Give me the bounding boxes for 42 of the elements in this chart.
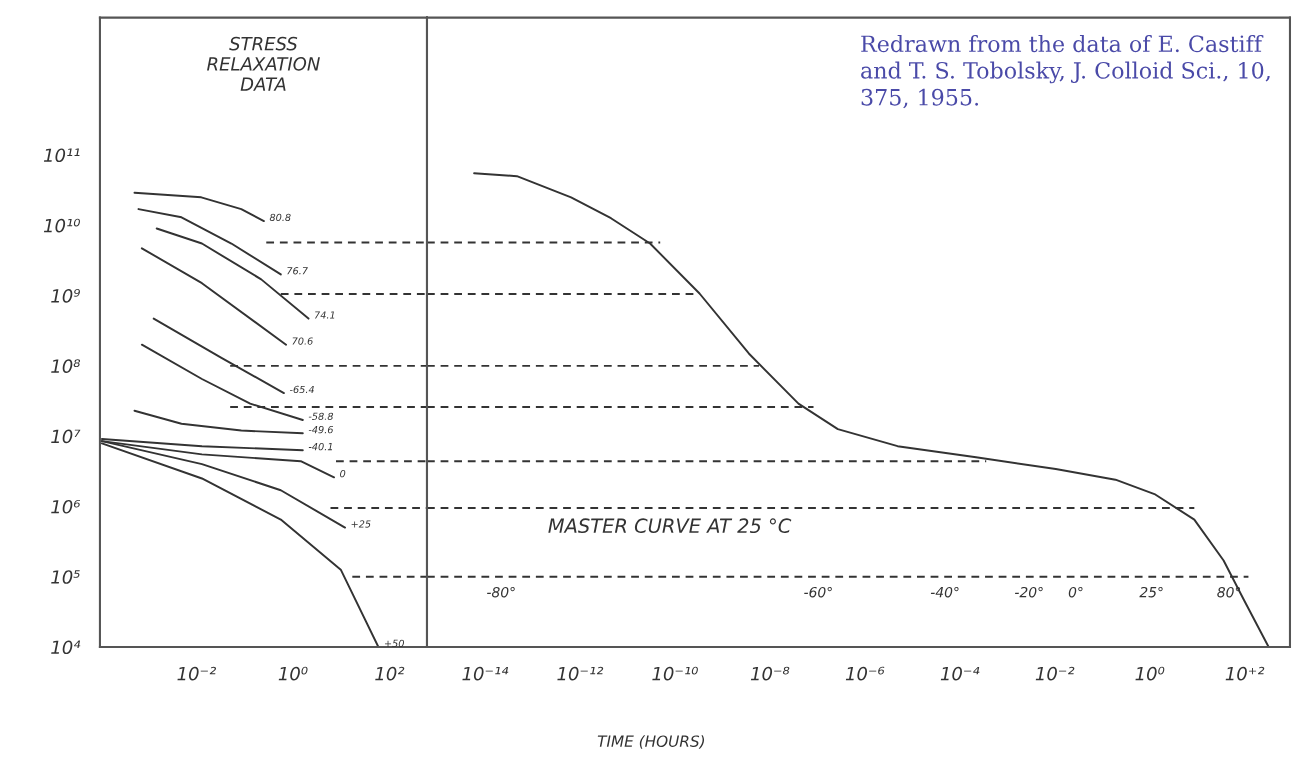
annotation: 0°: [1068, 586, 1083, 598]
x-axis-title: TIME (HOURS): [597, 735, 705, 749]
y-tick-label: 10⁵: [51, 570, 80, 584]
annotation: -80°: [487, 586, 515, 598]
y-tick-label: 10⁸: [51, 359, 81, 373]
series-label: +25: [351, 520, 371, 528]
series-label: -49.6: [308, 425, 334, 434]
y-tick-label: 10⁴: [51, 640, 81, 655]
x-tick-label: 10⁻⁶: [845, 666, 885, 681]
x-tick-label: 10⁻²: [1035, 666, 1075, 681]
series-label: -40.1: [308, 442, 333, 451]
x-tick-label: 10⁻⁴: [940, 666, 980, 681]
annotation: Redrawn from the data of E. Castiff and T. S. Tobolsky, J. Colloid Sci., 10, 375, 1955.: [861, 34, 1270, 109]
y-tick-label: 10¹¹: [43, 148, 80, 163]
y-tick-label: 10⁷: [51, 429, 81, 444]
y-tick-label: 10⁹: [51, 289, 80, 303]
y-tick-label: 10¹⁰: [43, 218, 81, 233]
series-label: -65.4: [289, 385, 314, 394]
x-tick-label: 10⁻⁸: [750, 666, 790, 681]
series-label: +50: [384, 639, 404, 648]
series-label: 76.7: [287, 267, 308, 275]
x-tick-label: 10⁺²: [1225, 666, 1265, 681]
x-tick-label: 10⁰: [1135, 666, 1165, 681]
series-label: -58.8: [308, 412, 334, 420]
annotation: -40°: [930, 586, 959, 598]
annotation: 25°: [1139, 586, 1163, 598]
x-tick-label: 10⁰: [278, 666, 308, 681]
series-label: 74.1: [314, 311, 335, 319]
annotation: -20°: [1015, 586, 1043, 598]
annotation: -60°: [804, 586, 832, 598]
annotation: 80°: [1217, 586, 1241, 598]
text: STRESS RELAXATION DATA: [207, 36, 320, 91]
y-tick-label: 10⁶: [51, 499, 81, 514]
series-label: 70.6: [292, 337, 313, 345]
x-tick-label: 10⁻¹⁴: [462, 666, 509, 681]
x-tick-label: 10⁻²: [177, 666, 217, 681]
x-tick-label: 10⁻¹²: [557, 666, 604, 681]
annotation: MASTER CURVE AT 25 °C: [548, 518, 792, 534]
series-label: 0: [340, 469, 346, 478]
series-label: 80.8: [269, 213, 291, 222]
x-tick-label: 10⁻¹⁰: [652, 666, 698, 681]
x-tick-label: 10²: [375, 666, 405, 681]
